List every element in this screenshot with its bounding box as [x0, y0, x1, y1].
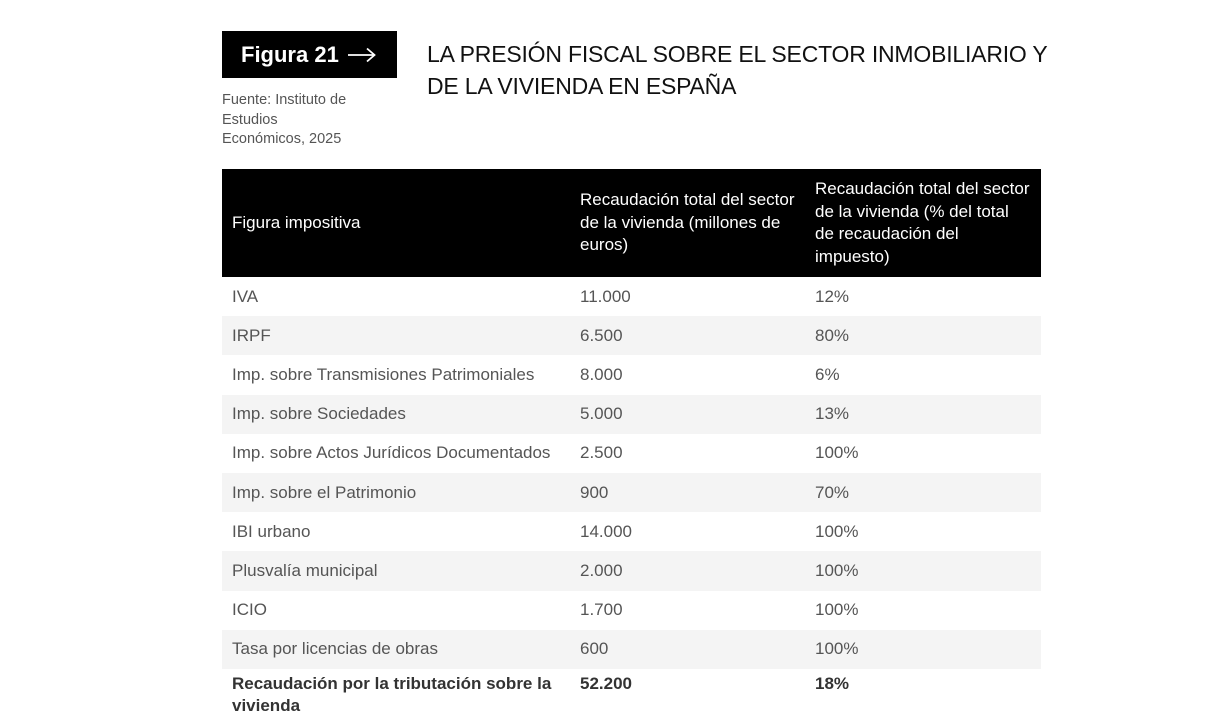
revenue-millions: 600 — [570, 629, 805, 669]
table-total-row: Recaudación por la tributación sobre la … — [222, 669, 1041, 717]
figure-badge: Figura 21 — [222, 31, 397, 78]
figure-label: Figura 21 — [241, 41, 339, 67]
total-label: Recaudación por la tributación sobre la … — [232, 673, 552, 715]
table-row: Imp. sobre Transmisiones Patrimoniales 8… — [222, 355, 1041, 394]
table-row: Imp. sobre el Patrimonio 900 70% — [222, 472, 1041, 513]
table-row: Imp. sobre Sociedades 5.000 13% — [222, 394, 1041, 434]
revenue-percent: 100% — [805, 551, 1041, 591]
revenue-percent: 13% — [805, 394, 1041, 434]
revenue-millions: 14.000 — [580, 521, 632, 541]
revenue-millions: 900 — [570, 472, 805, 513]
tax-name: Imp. sobre el Patrimonio — [222, 472, 570, 513]
tax-table: Figura impositiva Recaudación total del … — [222, 169, 1041, 717]
tax-name: Imp. sobre Actos Jurídicos Documentados — [232, 443, 551, 463]
revenue-percent: 100% — [805, 629, 1041, 669]
tax-name: ICIO — [232, 600, 267, 620]
page-title: LA PRESIÓN FISCAL SOBRE EL SECTOR INMOBI… — [427, 41, 1048, 99]
tax-name: Imp. sobre Sociedades — [222, 394, 570, 434]
tax-name: IBI urbano — [232, 521, 311, 541]
revenue-percent: 100% — [815, 521, 859, 541]
source-note: Fuente: Instituto de Estudios Económicos… — [222, 92, 347, 147]
table-row: IVA 11.000 12% — [222, 277, 1041, 316]
table-row: ICIO 1.700 100% — [222, 591, 1041, 630]
revenue-millions: 8.000 — [580, 364, 623, 384]
tax-name: Tasa por licencias de obras — [222, 629, 570, 669]
revenue-millions: 2.500 — [580, 443, 623, 463]
header-tax-figure: Figura impositiva — [222, 169, 570, 277]
revenue-percent: 100% — [815, 443, 859, 463]
tax-name: IRPF — [222, 316, 570, 356]
revenue-millions: 11.000 — [580, 286, 631, 306]
total-revenue-millions: 52.200 — [580, 673, 632, 693]
revenue-millions: 6.500 — [570, 316, 805, 356]
table-row: Imp. sobre Actos Jurídicos Documentados … — [222, 434, 1041, 473]
revenue-percent: 80% — [805, 316, 1041, 356]
total-revenue-percent: 18% — [815, 673, 850, 693]
arrow-right-icon — [347, 47, 377, 63]
revenue-millions: 1.700 — [580, 600, 623, 620]
table-row: Plusvalía municipal 2.000 100% — [222, 551, 1041, 591]
tax-name: Plusvalía municipal — [222, 551, 570, 591]
tax-name: Imp. sobre Transmisiones Patrimoniales — [232, 364, 535, 384]
revenue-millions: 2.000 — [570, 551, 805, 591]
table-row: IRPF 6.500 80% — [222, 316, 1041, 356]
header-revenue-millions: Recaudación total del sector de la vivie… — [570, 169, 805, 277]
tax-name: IVA — [232, 286, 259, 306]
table-row: IBI urbano 14.000 100% — [222, 512, 1041, 551]
table-header-row: Figura impositiva Recaudación total del … — [222, 169, 1041, 277]
revenue-percent: 6% — [815, 364, 840, 384]
revenue-percent: 70% — [805, 472, 1041, 513]
revenue-percent: 100% — [815, 600, 859, 620]
header-revenue-percent: Recaudación total del sector de la vivie… — [805, 169, 1041, 277]
revenue-percent: 12% — [815, 286, 850, 306]
table-row: Tasa por licencias de obras 600 100% — [222, 629, 1041, 669]
revenue-millions: 5.000 — [570, 394, 805, 434]
